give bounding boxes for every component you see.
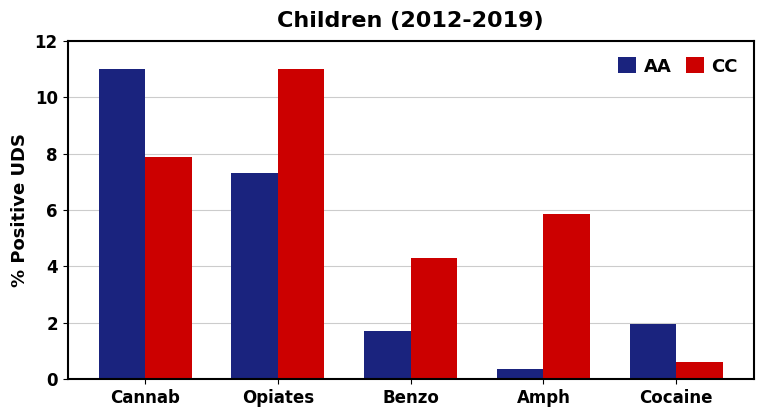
Bar	[630, 324, 676, 379]
Legend: AA, CC: AA, CC	[611, 50, 745, 83]
Bar	[543, 214, 590, 379]
Bar	[232, 173, 278, 379]
Title: Children (2012-2019): Children (2012-2019)	[278, 11, 544, 31]
Bar	[364, 331, 411, 379]
Bar	[411, 258, 457, 379]
Bar	[278, 69, 324, 379]
Y-axis label: % Positive UDS: % Positive UDS	[11, 133, 29, 287]
Bar	[145, 156, 192, 379]
Bar	[497, 370, 543, 379]
Bar	[676, 362, 723, 379]
Bar	[99, 69, 145, 379]
